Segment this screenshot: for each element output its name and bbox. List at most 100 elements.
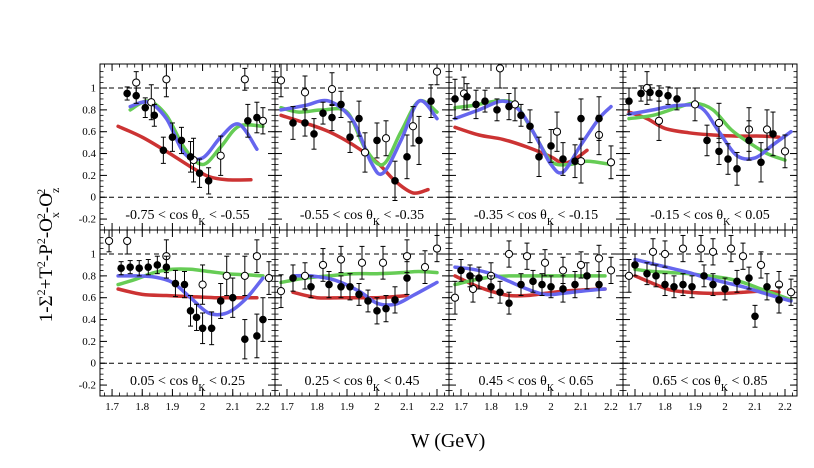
data-point-filled bbox=[126, 263, 134, 271]
data-point-open bbox=[756, 260, 766, 270]
model-curve-green bbox=[128, 99, 265, 167]
data-point-filled bbox=[529, 277, 537, 286]
data-point-filled bbox=[198, 324, 207, 333]
panel-label-right: < 0.65 bbox=[554, 374, 593, 389]
data-point-open bbox=[450, 293, 460, 302]
data-point-filled bbox=[364, 297, 372, 305]
data-point-filled bbox=[253, 113, 261, 122]
data-point-open bbox=[522, 252, 532, 261]
model-curve-green bbox=[627, 101, 787, 162]
y-tick-label: 0 bbox=[91, 358, 97, 370]
data-point-open bbox=[264, 273, 274, 283]
data-point-open bbox=[240, 271, 249, 280]
data-point-filled bbox=[325, 280, 333, 289]
x-tick-label: 1.8 bbox=[484, 401, 498, 413]
data-point-filled bbox=[646, 88, 654, 97]
data-point-filled bbox=[382, 304, 390, 313]
data-point-filled bbox=[228, 293, 237, 302]
model-curve-green bbox=[633, 267, 793, 302]
data-point-filled bbox=[307, 282, 315, 291]
data-point-filled bbox=[517, 111, 525, 120]
y-tick-label: 0.8 bbox=[82, 104, 96, 116]
panel-4: -0.15 < cos θK < 0.05 bbox=[622, 63, 798, 231]
x-tick-label: 1.9 bbox=[688, 401, 702, 413]
data-point-filled bbox=[310, 130, 318, 138]
model-curve-blue bbox=[453, 99, 613, 175]
x-tick-label: 2.2 bbox=[604, 401, 618, 413]
panel-label-sub: K bbox=[198, 383, 206, 394]
data-point-open bbox=[432, 244, 442, 253]
data-point-filled bbox=[703, 136, 711, 145]
data-point-filled bbox=[505, 299, 513, 307]
data-point-filled bbox=[123, 89, 131, 98]
x-tick-label: 2 bbox=[374, 401, 380, 413]
y-tick-label: 1 bbox=[91, 83, 97, 95]
data-point-filled bbox=[637, 89, 645, 98]
panel-label: 0.65 < cos θK < 0.85 bbox=[653, 374, 768, 394]
data-point-open bbox=[357, 258, 367, 267]
x-tick-label: 2.1 bbox=[226, 401, 240, 413]
data-point-filled bbox=[745, 274, 753, 282]
data-point-filled bbox=[391, 296, 399, 304]
panel-label-sub: K bbox=[721, 383, 729, 394]
data-point-open bbox=[420, 263, 430, 272]
y-tick-label: -0.2 bbox=[79, 214, 96, 226]
data-point-filled bbox=[207, 324, 216, 333]
data-point-filled bbox=[241, 335, 249, 344]
data-point-filled bbox=[289, 274, 297, 282]
panel-label-right: < 0.45 bbox=[380, 374, 419, 389]
data-point-filled bbox=[625, 97, 633, 105]
data-point-filled bbox=[403, 153, 411, 161]
data-point-filled bbox=[517, 280, 525, 289]
x-tick-label: 1.9 bbox=[514, 401, 528, 413]
panel-label-left: -0.55 < cos θ bbox=[300, 208, 373, 223]
data-point-filled bbox=[355, 290, 363, 299]
panel-data bbox=[451, 64, 616, 184]
data-point-open bbox=[660, 249, 670, 259]
data-point-filled bbox=[571, 280, 579, 289]
x-tick-label: 2.1 bbox=[400, 401, 414, 413]
data-point-filled bbox=[195, 169, 204, 178]
y-label-sub-z: z bbox=[48, 188, 62, 193]
panel-label-sub: K bbox=[547, 217, 555, 228]
data-point-filled bbox=[775, 296, 783, 304]
data-point-open bbox=[654, 116, 664, 125]
panel-label-left: 0.65 < cos θ bbox=[653, 374, 722, 389]
x-axis-label: W (GeV) bbox=[411, 430, 486, 452]
data-point-filled bbox=[559, 285, 567, 293]
data-point-open bbox=[624, 271, 634, 280]
model-curve-red bbox=[627, 110, 781, 139]
panel-label-right: < -0.15 bbox=[554, 208, 598, 223]
data-point-open bbox=[162, 75, 171, 84]
data-point-open bbox=[708, 247, 718, 256]
data-point-filled bbox=[757, 158, 765, 167]
panel-3: -0.35 < cos θK < -0.15 bbox=[448, 63, 624, 231]
y-tick-label: 0 bbox=[91, 192, 97, 204]
panel-label-right: < 0.25 bbox=[206, 374, 245, 389]
data-point-filled bbox=[643, 269, 651, 278]
panel-label: -0.35 < cos θK < -0.15 bbox=[474, 208, 598, 228]
data-point-open bbox=[276, 76, 286, 85]
data-point-filled bbox=[733, 277, 741, 286]
panel-8: 1.7 1.8 1.9 2 2.1 2.2 0.65 < cos θK < 0.85 bbox=[622, 229, 798, 413]
y-tick-label: 0.4 bbox=[82, 314, 96, 326]
data-point-filled bbox=[487, 282, 495, 291]
data-point-filled bbox=[337, 100, 345, 109]
data-point-open bbox=[738, 252, 748, 261]
data-point-filled bbox=[373, 307, 381, 315]
data-point-open bbox=[408, 122, 418, 131]
data-point-open bbox=[318, 260, 328, 270]
x-tick-label: 2 bbox=[548, 401, 554, 413]
data-point-filled bbox=[547, 282, 555, 291]
x-tick-label: 1.8 bbox=[135, 401, 149, 413]
panel-label-left: 0.45 < cos θ bbox=[479, 374, 548, 389]
data-point-open bbox=[606, 158, 616, 167]
data-point-open bbox=[576, 260, 586, 270]
data-point-filled bbox=[204, 177, 213, 185]
data-point-filled bbox=[496, 288, 504, 297]
data-point-filled bbox=[661, 280, 669, 289]
data-point-filled bbox=[415, 136, 423, 145]
y-tick-label: 1 bbox=[91, 249, 97, 261]
data-point-filled bbox=[186, 153, 195, 161]
